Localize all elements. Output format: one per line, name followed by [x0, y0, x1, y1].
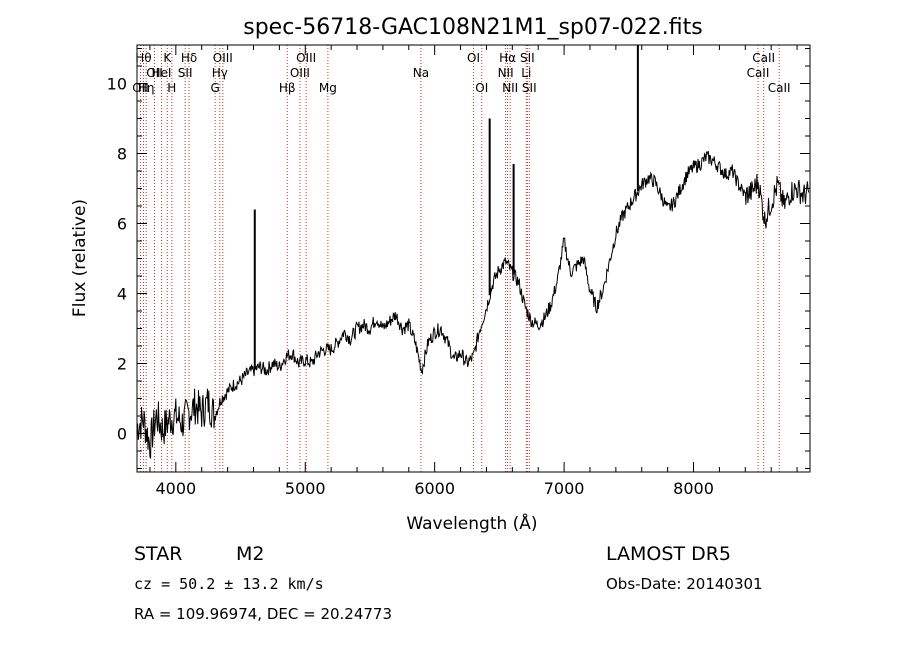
line-label: CaII: [747, 66, 770, 80]
line-label: Hβ: [279, 81, 296, 95]
line-label: Hγ: [212, 66, 228, 80]
y-tick-label: 2: [117, 355, 127, 374]
spectral-line-labels: OIIHθHηOIIHeIKHSIIHδGHγOIIIHβOIIIOIIIMgN…: [132, 51, 790, 95]
y-tick-label: 0: [117, 425, 127, 444]
x-tick-label: 8000: [673, 479, 714, 498]
line-label: CaII: [768, 81, 791, 95]
line-label: NII: [498, 66, 514, 80]
line-label: Hη: [138, 81, 155, 95]
y-tick-label: 10: [107, 75, 127, 94]
line-label: Hδ: [181, 51, 197, 65]
x-axis-label: Wavelength (Å): [406, 512, 537, 534]
x-tick-label: 5000: [285, 479, 326, 498]
spectrum-line: [136, 150, 810, 459]
y-tick-label: 4: [117, 285, 127, 304]
line-label: SII: [178, 66, 193, 80]
spectral-line-markers: [139, 45, 780, 472]
line-label: Na: [413, 66, 429, 80]
line-label: OI: [467, 51, 480, 65]
line-label: OI: [475, 81, 488, 95]
line-label: Hθ: [135, 51, 151, 65]
line-label: H: [167, 81, 176, 95]
x-tick-label: 4000: [155, 479, 196, 498]
line-label: OIII: [296, 51, 316, 65]
x-axis-ticks: 4000 5000 6000 7000 8000: [149, 45, 798, 498]
survey-name: LAMOST DR5: [606, 543, 731, 565]
redshift-velocity: cz = 50.2 ± 13.2 km/s: [134, 575, 324, 593]
line-label: OII: [146, 66, 163, 80]
chart-title: spec-56718-GAC108N21M1_sp07-022.fits: [243, 15, 703, 40]
line-label: OIII: [290, 66, 310, 80]
line-label: Hα: [499, 51, 516, 65]
y-tick-label: 8: [117, 145, 127, 164]
y-tick-label: 6: [117, 215, 127, 234]
line-label: SII: [520, 51, 535, 65]
ra-dec: RA = 109.96974, DEC = 20.24773: [134, 605, 392, 623]
line-label: SII: [522, 81, 537, 95]
line-label: CaII: [752, 51, 775, 65]
line-label: Mg: [319, 81, 337, 95]
x-tick-label: 6000: [414, 479, 455, 498]
line-label: OIII: [213, 51, 233, 65]
object-subclass: M2: [236, 543, 264, 565]
line-label: Li: [521, 66, 531, 80]
y-axis-ticks: 0 2 4 6 8 10: [107, 48, 810, 469]
y-axis-label: Flux (relative): [70, 199, 90, 317]
line-label: NII: [502, 81, 518, 95]
x-tick-label: 7000: [544, 479, 585, 498]
spectrum-data: [136, 45, 810, 459]
line-label: G: [211, 81, 220, 95]
line-label: HeI: [151, 66, 171, 80]
object-class: STAR: [134, 543, 182, 565]
observation-date: Obs-Date: 20140301: [606, 575, 763, 593]
line-label: K: [163, 51, 172, 65]
line-label: OII: [132, 81, 149, 95]
